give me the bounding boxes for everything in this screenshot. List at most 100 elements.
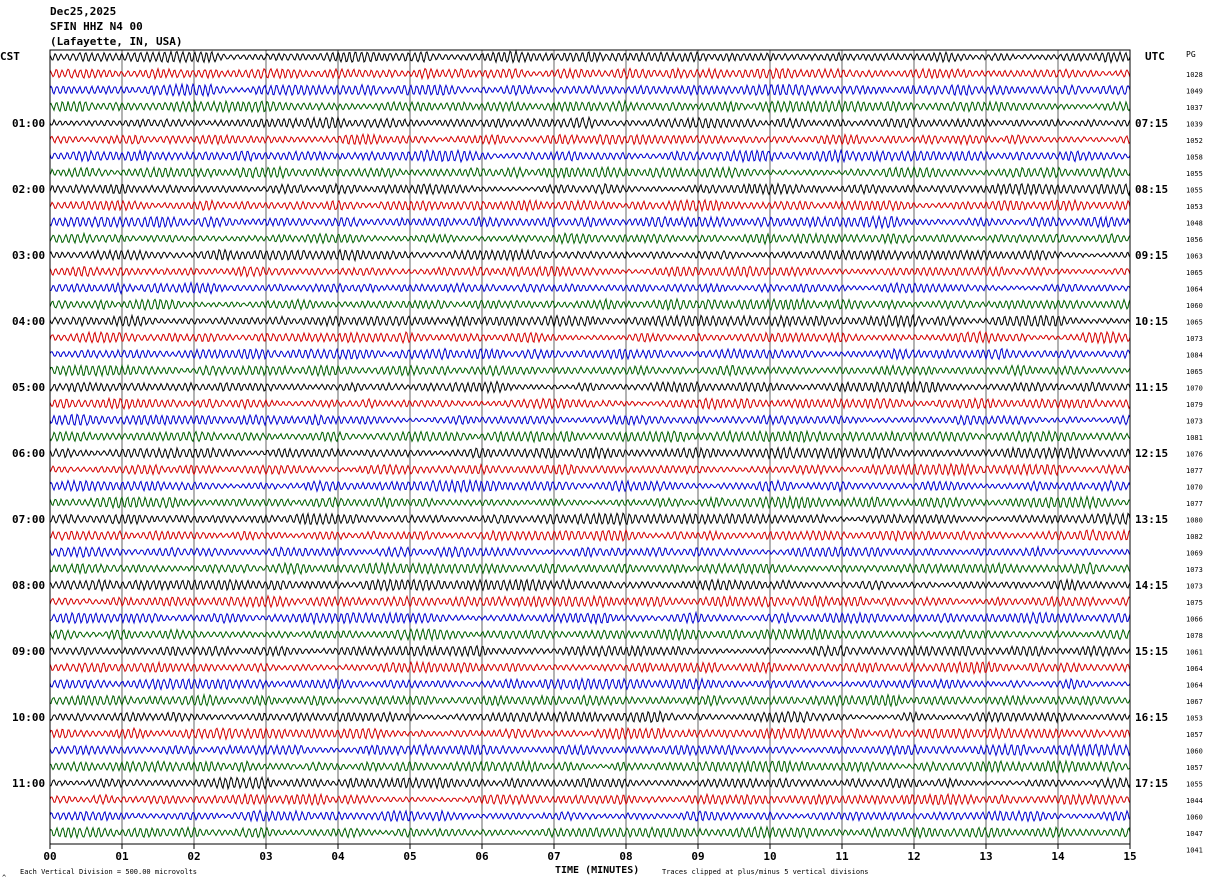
row-value: 1028	[1186, 71, 1203, 79]
right-hour-label: 16:15	[1135, 711, 1168, 724]
row-value: 1052	[1186, 137, 1203, 145]
row-value: 1073	[1186, 335, 1203, 343]
row-value: 1060	[1186, 302, 1203, 310]
trace-row	[49, 825, 1131, 841]
plot-frame	[49, 49, 1131, 845]
trace-row	[49, 115, 1131, 130]
right-hour-labels: 07:15 08:15 09:15 10:15 11:15 12:15 13:15 14:15…	[1135, 117, 1168, 790]
x-tick-label: 09	[691, 850, 704, 863]
right-hour-label: 08:15	[1135, 183, 1168, 196]
left-hour-label: 07:00	[12, 513, 45, 526]
division-note: Each Vertical Division = 500.00 microvol…	[20, 868, 197, 876]
clip-note: Traces clipped at plus/minus 5 vertical …	[662, 868, 869, 876]
trace-row	[49, 297, 1131, 312]
row-value: 1064	[1186, 286, 1203, 294]
row-value: 1073	[1186, 583, 1203, 591]
row-value: 1065	[1186, 269, 1203, 277]
trace-row	[49, 66, 1131, 81]
x-tick-label: 02	[187, 850, 200, 863]
left-hour-label: 08:00	[12, 579, 45, 592]
trace-row	[49, 265, 1131, 279]
row-value: 1056	[1186, 236, 1203, 244]
row-value: 1055	[1186, 170, 1203, 178]
row-value: 1073	[1186, 418, 1203, 426]
trace-row	[49, 132, 1131, 147]
row-value: 1058	[1186, 154, 1203, 162]
trace-row	[49, 380, 1131, 395]
row-value: 1061	[1186, 649, 1203, 657]
corner-mark: ^	[2, 874, 6, 882]
left-hour-label: 02:00	[12, 183, 45, 196]
right-hour-label: 09:15	[1135, 249, 1168, 262]
row-value: 1039	[1186, 121, 1203, 129]
row-value: 1069	[1186, 550, 1203, 558]
row-value: 1063	[1186, 253, 1203, 261]
right-hour-label: 10:15	[1135, 315, 1168, 328]
trace-row	[49, 413, 1131, 427]
row-value: 1060	[1186, 814, 1203, 822]
x-tick-label: 08	[619, 850, 632, 863]
trace-row	[49, 99, 1131, 114]
trace-row	[49, 82, 1131, 98]
trace-row	[49, 330, 1131, 345]
trace-row	[49, 610, 1131, 626]
row-value-header: PG	[1186, 50, 1196, 59]
left-hour-label: 03:00	[12, 249, 45, 262]
x-tick-label: 15	[1123, 850, 1136, 863]
row-value: 1064	[1186, 682, 1203, 690]
left-hour-label: 10:00	[12, 711, 45, 724]
x-axis-label: TIME (MINUTES)	[555, 865, 639, 876]
trace-row	[49, 396, 1131, 411]
trace-row	[49, 577, 1131, 593]
right-hour-label: 15:15	[1135, 645, 1168, 658]
trace-row	[49, 742, 1131, 758]
trace-row	[49, 709, 1131, 724]
x-tick-label: 01	[115, 850, 129, 863]
right-hour-label: 12:15	[1135, 447, 1168, 460]
right-timezone-label: UTC	[1145, 50, 1165, 63]
trace-row	[49, 545, 1131, 559]
right-hour-label: 17:15	[1135, 777, 1168, 790]
row-value: 1064	[1186, 665, 1203, 673]
row-value: 1057	[1186, 764, 1203, 772]
row-value: 1073	[1186, 566, 1203, 574]
x-tick-label: 04	[331, 850, 345, 863]
trace-row	[49, 693, 1131, 708]
x-tick-label: 11	[835, 850, 849, 863]
minute-grid	[121, 50, 1059, 844]
trace-row	[49, 512, 1131, 527]
trace-row	[49, 198, 1131, 213]
trace-row	[49, 528, 1131, 543]
row-value: 1079	[1186, 401, 1203, 409]
row-value: 1044	[1186, 797, 1203, 805]
left-hour-labels: 01:00 02:00 03:00 04:00 05:00 06:00 07:00 08:00…	[12, 117, 45, 790]
trace-row	[50, 775, 1131, 791]
trace-row	[49, 214, 1131, 230]
row-value: 1078	[1186, 632, 1203, 640]
trace-row	[49, 165, 1131, 180]
row-value: 1065	[1186, 368, 1203, 376]
trace-row	[49, 478, 1131, 494]
trace-row	[49, 627, 1131, 642]
row-value: 1067	[1186, 698, 1203, 706]
row-value-labels: 1028 1049 1037 1039 1052 1058 1055 1055 1053 1048…	[1186, 71, 1203, 855]
x-tick-label: 12	[907, 850, 920, 863]
trace-row	[49, 247, 1131, 263]
station-id: SFIN HHZ N4 00	[50, 20, 143, 33]
x-tick-label: 13	[979, 850, 992, 863]
row-value: 1077	[1186, 500, 1203, 508]
trace-row	[49, 462, 1131, 477]
left-hour-label: 01:00	[12, 117, 45, 130]
x-tick-label: 03	[259, 850, 272, 863]
trace-row	[49, 726, 1131, 741]
row-value: 1076	[1186, 451, 1203, 459]
trace-row	[49, 644, 1131, 658]
right-hour-label: 14:15	[1135, 579, 1168, 592]
row-value: 1070	[1186, 484, 1203, 492]
row-value: 1065	[1186, 319, 1203, 327]
trace-row	[49, 429, 1131, 444]
trace-row	[49, 677, 1131, 691]
row-value: 1070	[1186, 385, 1203, 393]
right-hour-label: 13:15	[1135, 513, 1168, 526]
x-tick-label: 10	[763, 850, 776, 863]
